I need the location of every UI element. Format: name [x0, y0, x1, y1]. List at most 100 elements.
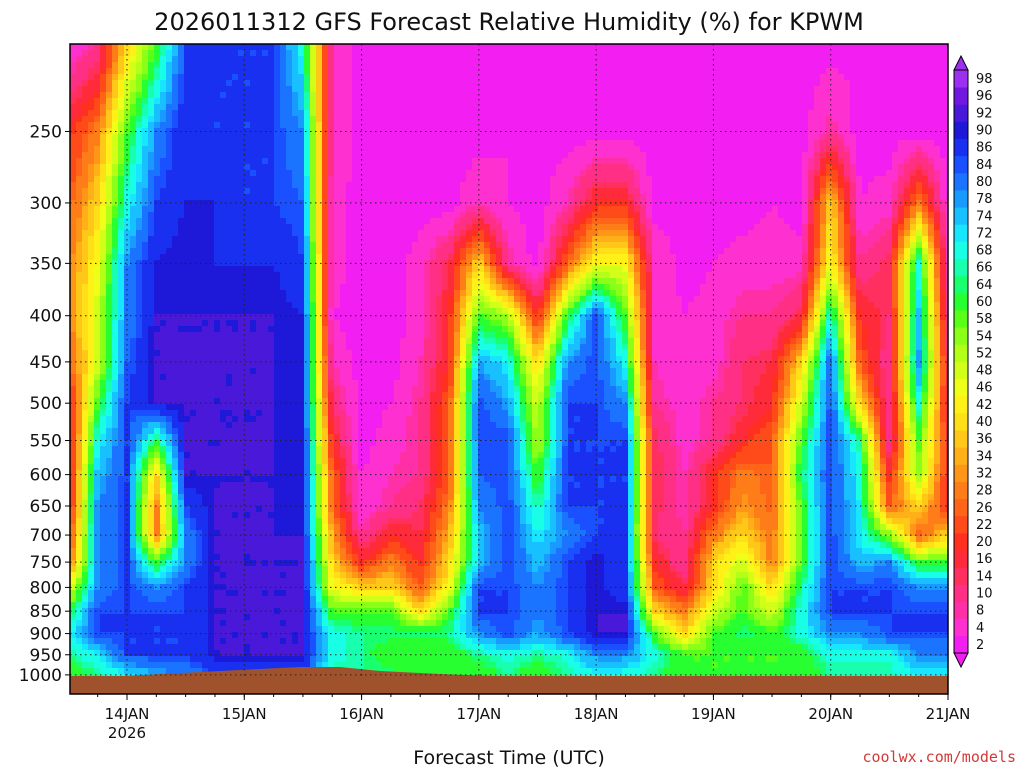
rh-cell	[784, 80, 791, 87]
rh-cell	[796, 206, 803, 213]
rh-cell	[658, 44, 665, 51]
rh-cell	[634, 218, 641, 225]
rh-cell	[442, 134, 449, 141]
rh-cell	[280, 242, 287, 249]
rh-cell	[142, 74, 149, 81]
rh-cell	[838, 170, 845, 177]
rh-cell	[478, 218, 485, 225]
rh-cell	[928, 158, 935, 165]
rh-cell	[808, 194, 815, 201]
rh-cell	[838, 80, 845, 87]
rh-cell	[808, 224, 815, 231]
rh-cell	[934, 194, 941, 201]
rh-cell	[700, 86, 707, 93]
rh-cell	[574, 218, 581, 225]
rh-cell	[718, 74, 725, 81]
rh-cell	[922, 188, 929, 195]
rh-cell	[532, 56, 539, 63]
rh-cell	[454, 98, 461, 105]
rh-cell	[568, 212, 575, 219]
rh-cell	[382, 218, 389, 225]
rh-cell	[742, 86, 749, 93]
rh-cell	[118, 56, 125, 63]
rh-cell	[622, 68, 629, 75]
rh-cell	[850, 152, 857, 159]
rh-cell	[748, 116, 755, 123]
rh-cell	[112, 74, 119, 81]
rh-cell	[862, 152, 869, 159]
rh-cell	[310, 104, 317, 111]
rh-cell	[418, 182, 425, 189]
rh-cell	[160, 146, 167, 153]
rh-cell	[670, 116, 677, 123]
rh-cell	[154, 182, 161, 189]
rh-cell	[916, 182, 923, 189]
rh-cell	[334, 152, 341, 159]
rh-cell	[340, 80, 347, 87]
rh-cell	[502, 62, 509, 69]
rh-cell	[586, 230, 593, 237]
rh-cell	[154, 110, 161, 117]
rh-cell	[490, 170, 497, 177]
rh-cell	[220, 134, 227, 141]
rh-cell	[430, 200, 437, 207]
rh-cell	[496, 176, 503, 183]
rh-cell	[310, 212, 317, 219]
rh-cell	[424, 62, 431, 69]
rh-cell	[466, 140, 473, 147]
rh-cell	[298, 116, 305, 123]
rh-cell	[148, 74, 155, 81]
rh-cell	[322, 44, 329, 51]
rh-cell	[856, 188, 863, 195]
rh-cell	[292, 224, 299, 231]
rh-cell	[778, 164, 785, 171]
rh-cell	[184, 86, 191, 93]
rh-cell	[466, 44, 473, 51]
rh-cell	[124, 158, 131, 165]
rh-cell	[760, 62, 767, 69]
rh-cell	[670, 68, 677, 75]
rh-cell	[646, 104, 653, 111]
rh-cell	[676, 116, 683, 123]
rh-cell	[532, 236, 539, 243]
rh-cell	[592, 74, 599, 81]
rh-cell	[376, 74, 383, 81]
rh-cell	[628, 230, 635, 237]
rh-cell	[94, 182, 101, 189]
rh-cell	[712, 218, 719, 225]
rh-cell	[946, 56, 948, 63]
rh-cell	[862, 68, 869, 75]
rh-cell	[340, 224, 347, 231]
rh-cell	[598, 170, 605, 177]
rh-cell	[460, 200, 467, 207]
rh-cell	[268, 86, 275, 93]
rh-cell	[550, 44, 557, 51]
rh-cell	[820, 110, 827, 117]
rh-cell	[718, 188, 725, 195]
rh-cell	[634, 236, 641, 243]
rh-cell	[496, 104, 503, 111]
rh-cell	[730, 134, 737, 141]
rh-cell	[688, 74, 695, 81]
rh-cell	[316, 164, 323, 171]
rh-cell	[184, 140, 191, 147]
rh-cell	[346, 188, 353, 195]
rh-cell	[646, 44, 653, 51]
rh-cell	[838, 242, 845, 249]
rh-cell	[790, 212, 797, 219]
rh-cell	[184, 194, 191, 201]
rh-cell	[802, 236, 809, 243]
rh-cell	[676, 104, 683, 111]
rh-cell	[286, 86, 293, 93]
rh-cell	[646, 200, 653, 207]
rh-cell	[676, 86, 683, 93]
rh-cell	[610, 74, 617, 81]
rh-cell	[538, 194, 545, 201]
rh-cell	[670, 188, 677, 195]
rh-cell	[178, 212, 185, 219]
rh-cell	[280, 152, 287, 159]
rh-cell	[136, 170, 143, 177]
rh-cell	[802, 176, 809, 183]
rh-cell	[508, 158, 515, 165]
rh-cell	[910, 164, 917, 171]
